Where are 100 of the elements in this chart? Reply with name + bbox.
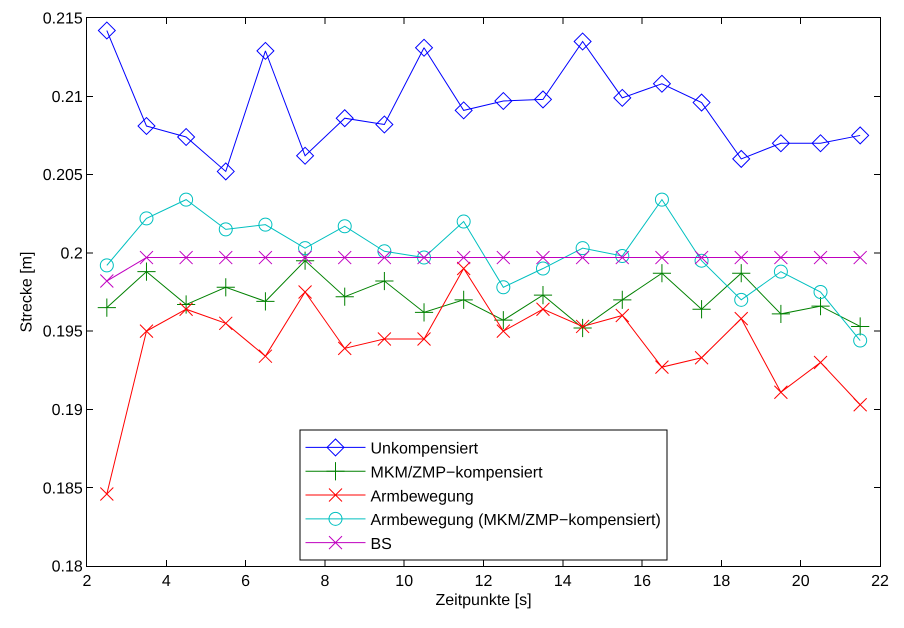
point: [177, 128, 196, 146]
point: [218, 316, 233, 330]
point: [296, 146, 314, 165]
y-tick-label: 0.215: [42, 10, 83, 28]
point: [98, 22, 116, 40]
x-tick-label: 6: [241, 573, 250, 590]
x-tick-label: 12: [474, 573, 492, 590]
point: [456, 250, 471, 265]
point: [496, 280, 510, 294]
point: [850, 316, 870, 336]
point: [100, 486, 114, 501]
point: [774, 264, 788, 279]
y-tick-label: 0.19: [52, 402, 83, 420]
x-tick-label: 22: [871, 573, 889, 590]
legend-label: Armbewegung (MKM/ZMP−kompensiert): [370, 512, 661, 530]
point: [139, 250, 154, 265]
point: [613, 88, 632, 107]
point: [456, 214, 471, 229]
point: [694, 254, 709, 268]
point: [573, 318, 592, 338]
point: [218, 222, 233, 236]
point: [256, 42, 274, 60]
point: [496, 250, 510, 265]
point: [338, 219, 352, 234]
point: [258, 349, 272, 364]
point: [853, 334, 868, 348]
point: [812, 134, 830, 152]
point: [536, 302, 550, 316]
point: [97, 298, 116, 318]
point: [216, 278, 236, 297]
point: [494, 310, 513, 330]
x-tick-label: 10: [395, 573, 414, 590]
y-tick-label: 0.2: [60, 245, 83, 262]
point: [652, 74, 671, 93]
point: [298, 250, 312, 265]
point: [654, 250, 669, 265]
point: [256, 292, 276, 311]
point: [814, 355, 828, 370]
point: [216, 162, 235, 180]
point: [139, 324, 154, 338]
point: [454, 101, 473, 120]
point: [536, 262, 550, 276]
legend-label: Armbewegung: [370, 488, 474, 506]
point: [574, 32, 592, 50]
point: [734, 292, 748, 307]
point: [652, 264, 672, 283]
point: [851, 126, 870, 144]
point: [734, 250, 748, 265]
point: [732, 264, 751, 283]
x-tick-label: 4: [162, 573, 171, 590]
point: [774, 250, 788, 265]
y-tick-label: 0.21: [52, 88, 83, 106]
point: [136, 262, 156, 282]
point: [417, 332, 432, 346]
y-tick-label: 0.185: [42, 480, 83, 498]
y-axis-title: Strecke [m]: [18, 252, 36, 332]
point: [414, 302, 434, 322]
point: [374, 271, 394, 291]
x-tick-label: 16: [633, 573, 652, 590]
legend-label: BS: [370, 536, 392, 553]
x-tick-label: 20: [792, 573, 810, 590]
point: [377, 244, 392, 258]
y-tick-label: 0.18: [52, 558, 83, 576]
x-tick-label: 8: [320, 573, 330, 590]
point: [853, 250, 868, 265]
point: [496, 324, 510, 338]
point: [258, 250, 272, 265]
point: [853, 398, 868, 412]
point: [179, 302, 194, 316]
point: [694, 350, 709, 365]
y-tick-label: 0.195: [42, 324, 83, 341]
point: [576, 319, 590, 334]
point: [100, 258, 114, 272]
legend-label: MKM/ZMP−kompensiert: [370, 464, 544, 482]
point: [338, 250, 352, 265]
y-tick-label: 0.205: [42, 167, 83, 184]
point: [336, 109, 354, 128]
point: [772, 134, 790, 152]
point: [139, 211, 154, 226]
point: [654, 360, 669, 374]
point: [456, 262, 471, 276]
x-tick-label: 18: [712, 573, 730, 590]
point: [734, 312, 748, 326]
point: [338, 341, 352, 356]
point: [576, 241, 590, 256]
point: [258, 218, 272, 232]
point: [810, 296, 830, 316]
point: [179, 250, 194, 265]
point: [494, 92, 512, 110]
point: [692, 300, 712, 319]
point: [774, 385, 788, 400]
point: [732, 150, 750, 168]
point: [335, 287, 354, 306]
point: [814, 250, 828, 265]
point: [176, 294, 196, 314]
point: [375, 116, 394, 134]
point: [694, 250, 709, 265]
point: [377, 250, 392, 265]
point: [536, 250, 550, 265]
point: [100, 274, 114, 288]
